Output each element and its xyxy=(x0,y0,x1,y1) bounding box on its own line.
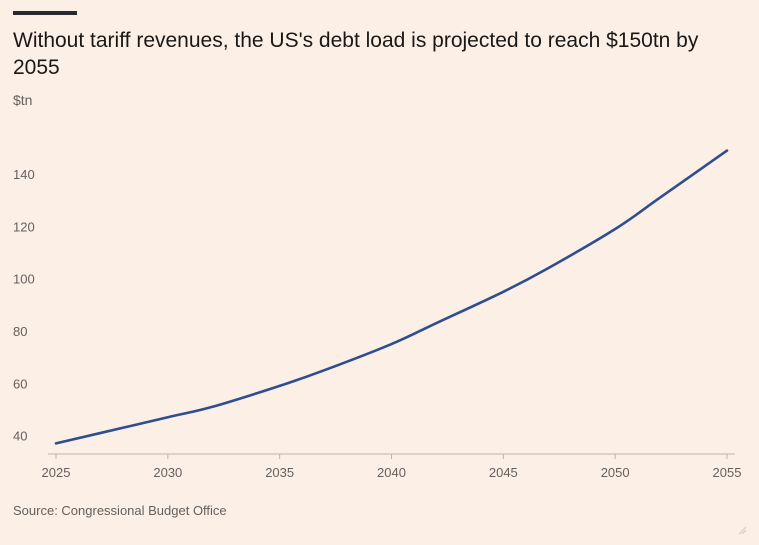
header-rule xyxy=(13,11,77,15)
source-note: Source: Congressional Budget Office xyxy=(13,503,227,518)
y-tick-label: 140 xyxy=(13,167,35,182)
x-tick-label: 2025 xyxy=(42,465,71,480)
y-tick-label: 60 xyxy=(13,376,27,391)
debt-projection-line xyxy=(54,149,729,445)
chart-title: Without tariff revenues, the US's debt l… xyxy=(13,29,699,79)
y-tick-label: 40 xyxy=(13,429,27,444)
x-tick-label: 2055 xyxy=(713,465,742,480)
x-tick-label: 2050 xyxy=(601,465,630,480)
x-tick-label: 2040 xyxy=(377,465,406,480)
y-tick-label: 80 xyxy=(13,324,27,339)
y-axis-unit-label: $tn xyxy=(13,92,33,108)
x-tick-label: 2030 xyxy=(153,465,182,480)
resize-grip-icon[interactable] xyxy=(737,525,747,535)
series-group xyxy=(54,149,729,445)
y-tick-label: 100 xyxy=(13,272,35,287)
x-tick-label: 2045 xyxy=(489,465,518,480)
y-axis-ticks: 40 60 80 100 120 140 xyxy=(13,167,35,443)
x-axis-ticks: 2025 2030 2035 2040 2045 2050 2055 xyxy=(42,454,742,480)
y-tick-label: 120 xyxy=(13,219,35,234)
x-tick-label: 2035 xyxy=(265,465,294,480)
